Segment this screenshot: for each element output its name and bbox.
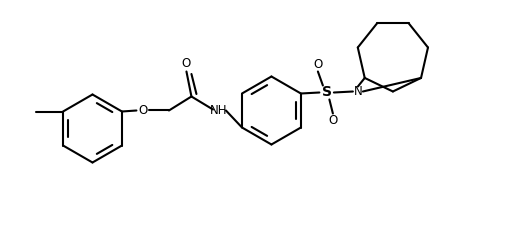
Text: O: O xyxy=(313,58,323,71)
Text: NH: NH xyxy=(210,104,228,117)
Text: O: O xyxy=(138,104,148,117)
Text: O: O xyxy=(328,114,337,127)
Text: N: N xyxy=(354,85,362,98)
Text: O: O xyxy=(182,58,191,71)
Text: S: S xyxy=(322,85,332,100)
